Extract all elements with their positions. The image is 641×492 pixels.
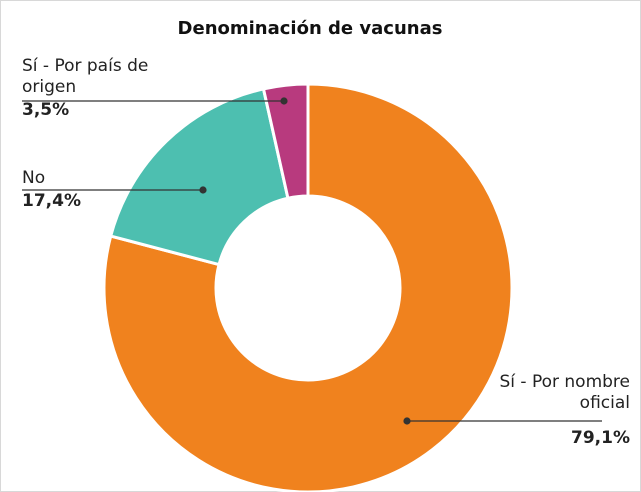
slice	[102, 82, 514, 492]
chart-title: Denominación de vacunas	[177, 18, 443, 39]
leaders	[22, 97, 602, 425]
slice-label: Sí - Por país de origen 3,5%	[22, 56, 152, 121]
slices	[102, 82, 514, 492]
value-label: 3,5%	[22, 100, 70, 120]
category-label: No	[22, 168, 46, 188]
category-label: Sí - Por nombre oficial	[499, 372, 631, 413]
slice	[108, 87, 290, 267]
leader-dot	[280, 97, 288, 105]
value-label: 17,4%	[22, 191, 81, 211]
slice	[261, 82, 310, 201]
category-label: Sí - Por país de origen	[22, 56, 149, 97]
value-label: 79,1%	[571, 428, 630, 448]
leader-dot	[199, 186, 207, 194]
leader-dot	[403, 417, 411, 425]
slice-label: No 17,4%	[22, 168, 142, 212]
slice-label: Sí - Por nombre oficial 79,1%	[470, 372, 631, 449]
